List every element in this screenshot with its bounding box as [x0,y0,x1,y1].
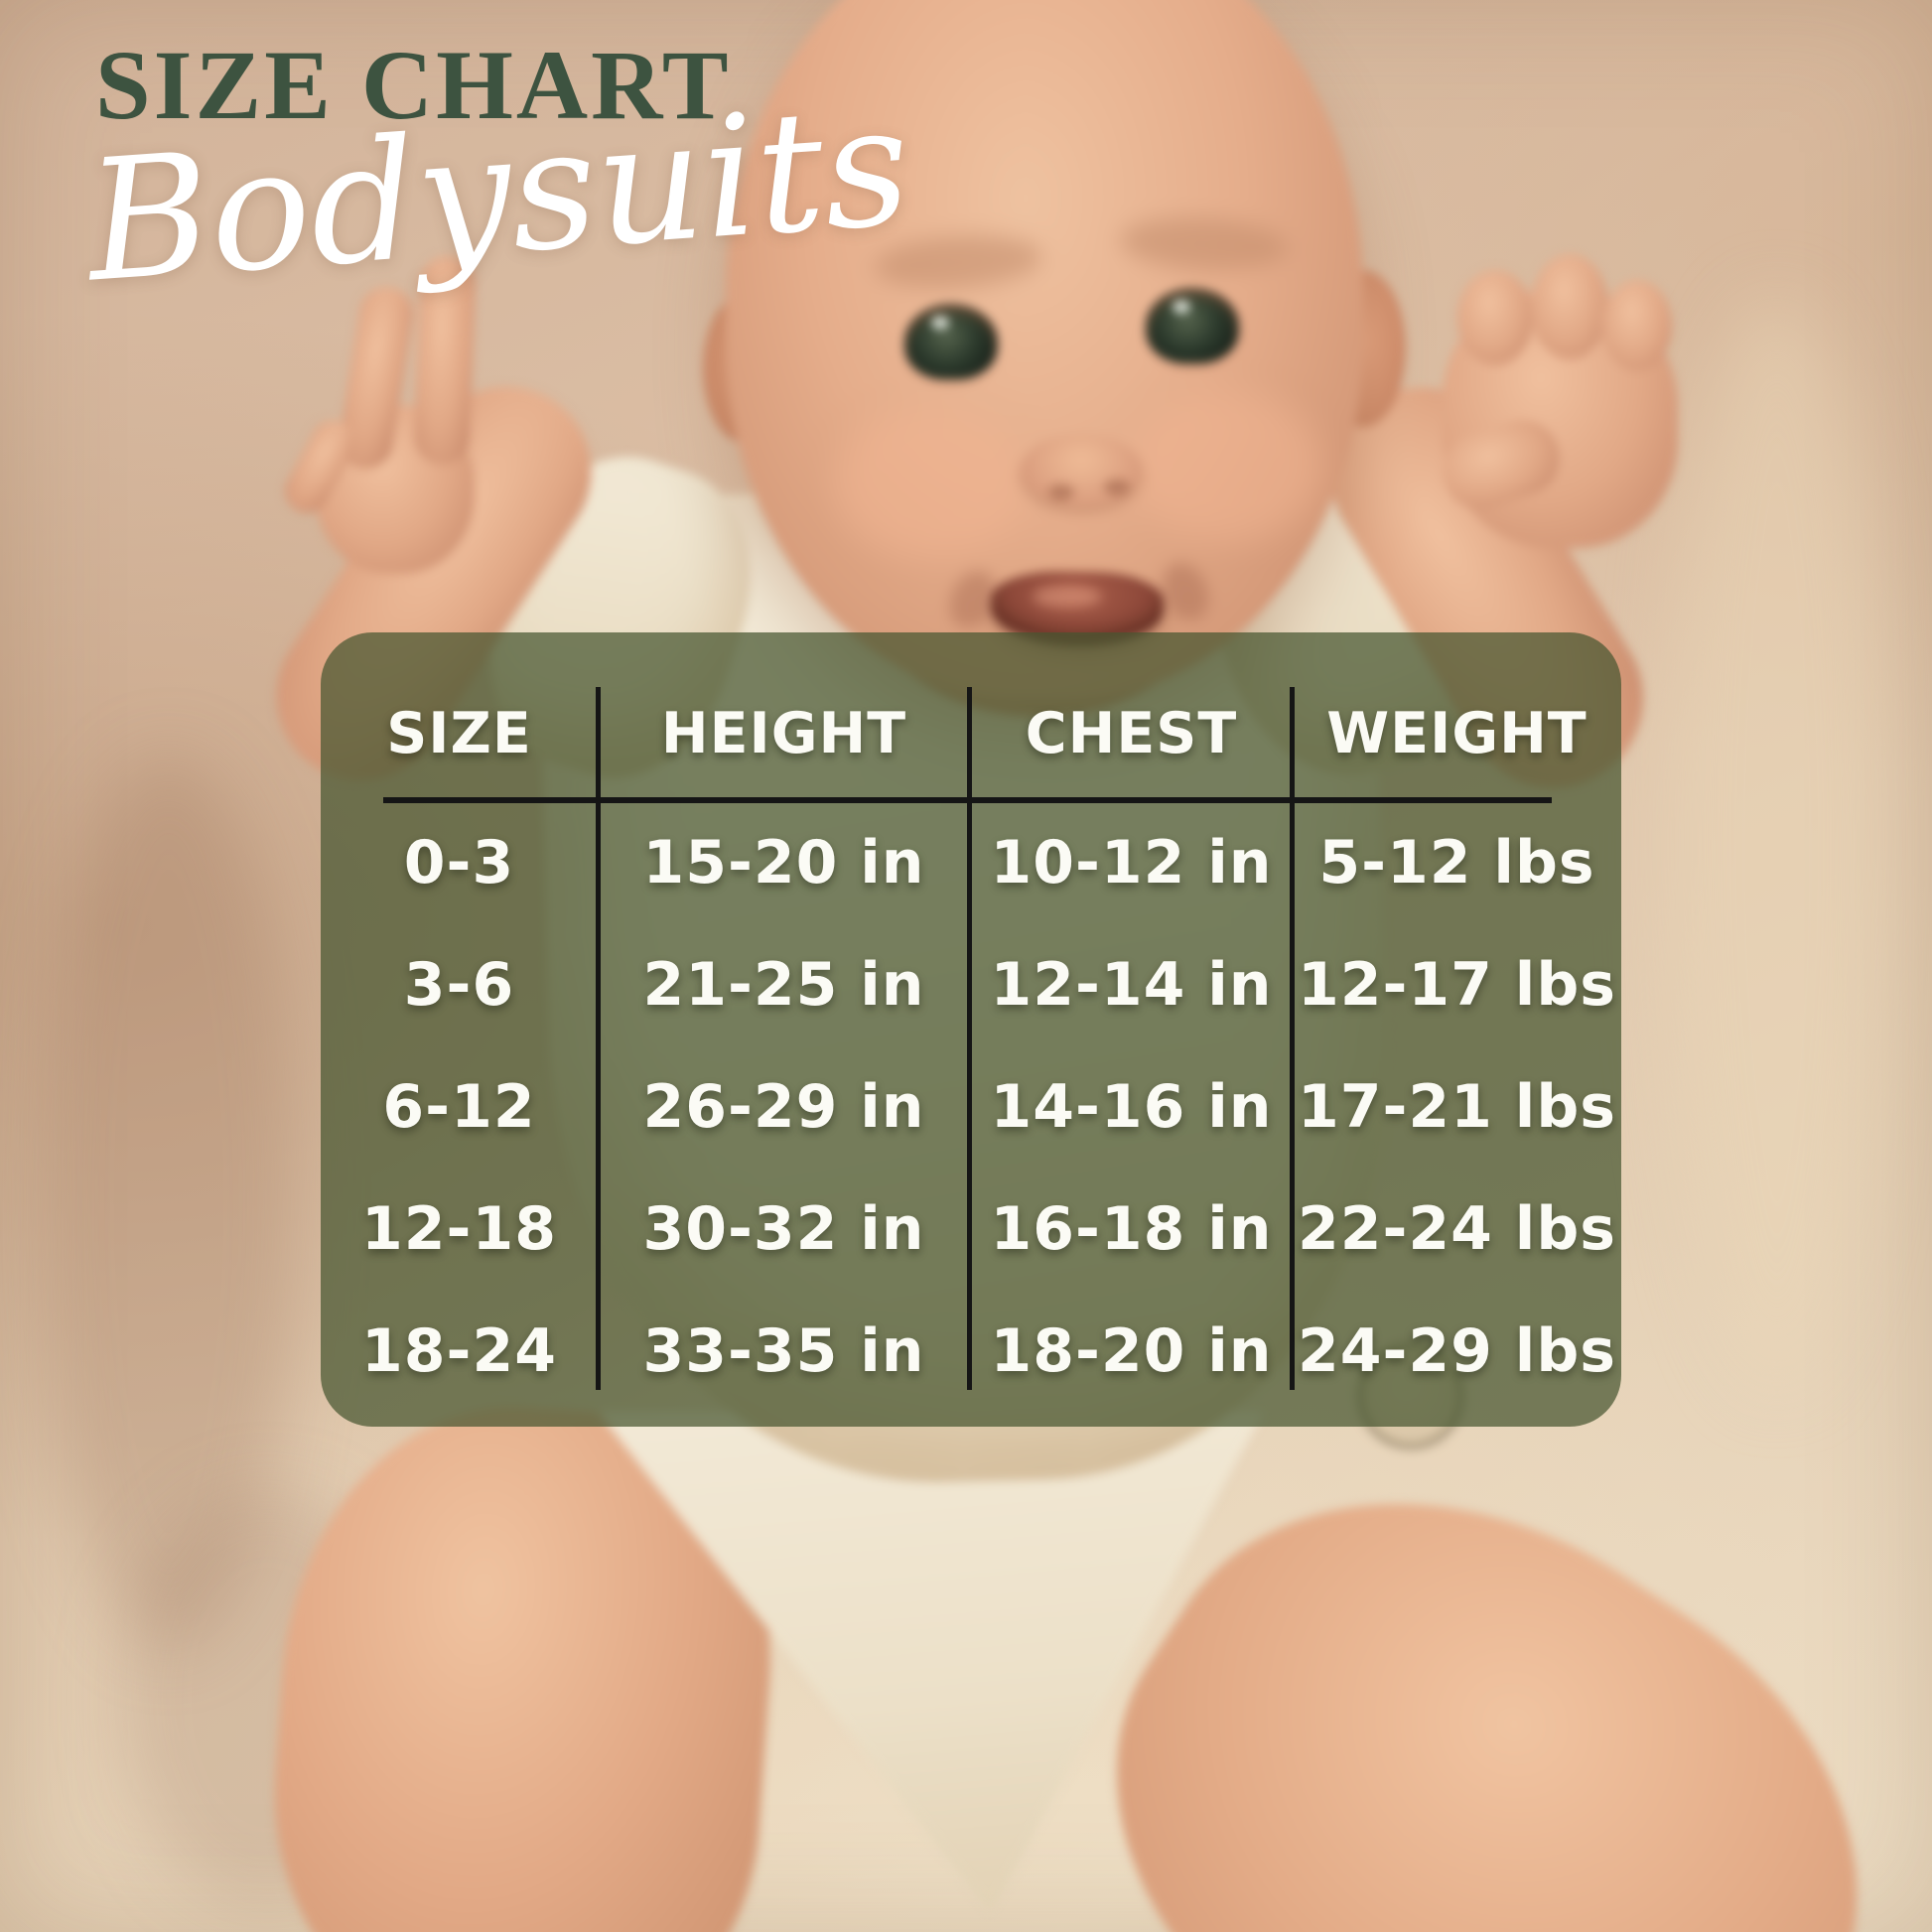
lip-highlight [1033,586,1102,608]
table-cell-weight: 5-12 lbs [1318,827,1595,897]
table-cell-size: 12-18 [361,1193,557,1264]
table-cell-weight: 17-21 lbs [1297,1071,1616,1142]
table-cell-height: 15-20 in [642,827,925,897]
table-cell-size: 6-12 [382,1071,536,1142]
column-header-size: SIZE [386,701,532,766]
baby-left-eye [904,304,998,379]
page-title: SIZE CHART [95,30,732,140]
size-table-grid: SIZE HEIGHT CHEST WEIGHT 0-3 15-20 in 10… [321,632,1621,1427]
column-header-chest: CHEST [1025,701,1238,766]
baby-right-knuckle [1602,280,1672,371]
baby-left-cheek [836,409,1025,558]
eye-glint [931,316,949,330]
baby-right-cheek [1134,393,1322,542]
table-cell-size: 3-6 [403,949,515,1020]
column-divider [596,687,601,1390]
table-cell-chest: 18-20 in [990,1315,1273,1386]
column-header-weight: WEIGHT [1326,701,1587,766]
column-header-height: HEIGHT [660,701,907,766]
table-cell-weight: 12-17 lbs [1297,949,1616,1020]
table-cell-height: 30-32 in [642,1193,925,1264]
table-cell-weight: 22-24 lbs [1297,1193,1616,1264]
table-cell-height: 21-25 in [642,949,925,1020]
baby-right-knuckle [1531,254,1608,359]
blanket-fold [40,755,298,1648]
table-cell-size: 18-24 [361,1315,557,1386]
eye-glint [1173,300,1190,314]
table-cell-chest: 12-14 in [990,949,1273,1020]
column-divider [967,687,972,1390]
table-cell-height: 33-35 in [642,1315,925,1386]
table-cell-weight: 24-29 lbs [1297,1315,1616,1386]
size-table: SIZE HEIGHT CHEST WEIGHT 0-3 15-20 in 10… [321,632,1621,1427]
baby-nostril [1048,484,1074,500]
column-divider [1290,687,1295,1390]
headline-block: SIZE CHART Bodysuits [81,30,916,320]
table-cell-height: 26-29 in [642,1071,925,1142]
table-cell-chest: 10-12 in [990,827,1273,897]
baby-nose [1021,435,1142,506]
table-cell-size: 0-3 [403,827,515,897]
baby-nostril [1104,480,1130,495]
blanket-fold [1668,298,1886,1390]
baby-right-knuckle [1457,270,1533,365]
baby-right-eye [1146,288,1239,363]
header-underline [383,797,1552,803]
table-cell-chest: 14-16 in [990,1071,1273,1142]
table-cell-chest: 16-18 in [990,1193,1273,1264]
